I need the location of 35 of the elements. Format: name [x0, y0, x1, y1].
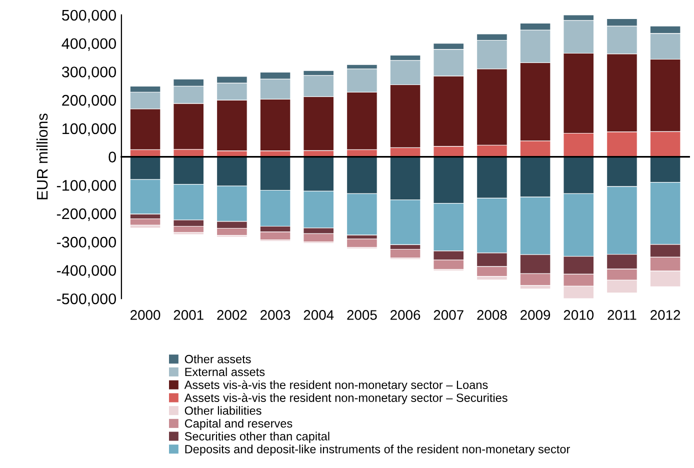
legend-label: Other liabilities — [184, 406, 262, 415]
legend-label: Deposits and deposit-like instruments of the resident non-monetary sector — [185, 444, 570, 456]
legend-label: Securities other than capital — [184, 432, 330, 443]
bar — [346, 238, 378, 248]
y-tick-label: 500,000 — [62, 10, 116, 22]
y-tick-label: 400,000 — [62, 38, 116, 51]
legend-label: External assets — [185, 367, 265, 376]
bar — [390, 248, 421, 258]
legend-label: Assets vis-à-vis the resident non-monetary sector – Loans — [184, 380, 488, 392]
x-tick-label: 2012 — [650, 310, 680, 320]
y-axis-title: EUR millions — [36, 114, 48, 200]
legend-label: Capital and reserves — [184, 418, 292, 430]
y-tick-label: -500,000 — [56, 293, 116, 306]
x-tick-label: 2010 — [564, 310, 594, 320]
y-tick-label: -200,000 — [56, 208, 116, 221]
x-tick-label: 2001 — [174, 310, 204, 320]
y-tick-label: 200,000 — [62, 94, 116, 108]
x-tick-label: 2000 — [130, 310, 160, 320]
x-tick-label: 2004 — [304, 310, 334, 320]
x-tick-label: 2006 — [390, 310, 420, 320]
y-tick-label: -400,000 — [56, 265, 116, 278]
y-tick-label: 300,000 — [62, 66, 116, 80]
x-tick-label: 2008 — [477, 310, 507, 320]
legend-label: Assets vis-à-vis the resident non-monetary sector – Securities — [184, 393, 508, 404]
x-tick-label: 2005 — [347, 310, 377, 320]
y-tick-label: 0 — [108, 152, 116, 162]
x-tick-label: 2003 — [260, 310, 290, 320]
y-tick-label: -300,000 — [56, 236, 116, 250]
x-tick-label: 2002 — [217, 310, 247, 320]
y-tick-label: -100,000 — [56, 180, 116, 193]
x-tick-label: 2007 — [434, 310, 464, 320]
x-tick-label: 2009 — [520, 310, 550, 320]
y-tick-label: 100,000 — [62, 123, 116, 136]
x-tick-label: 2011 — [608, 310, 636, 320]
legend-label: Other assets — [184, 354, 251, 364]
